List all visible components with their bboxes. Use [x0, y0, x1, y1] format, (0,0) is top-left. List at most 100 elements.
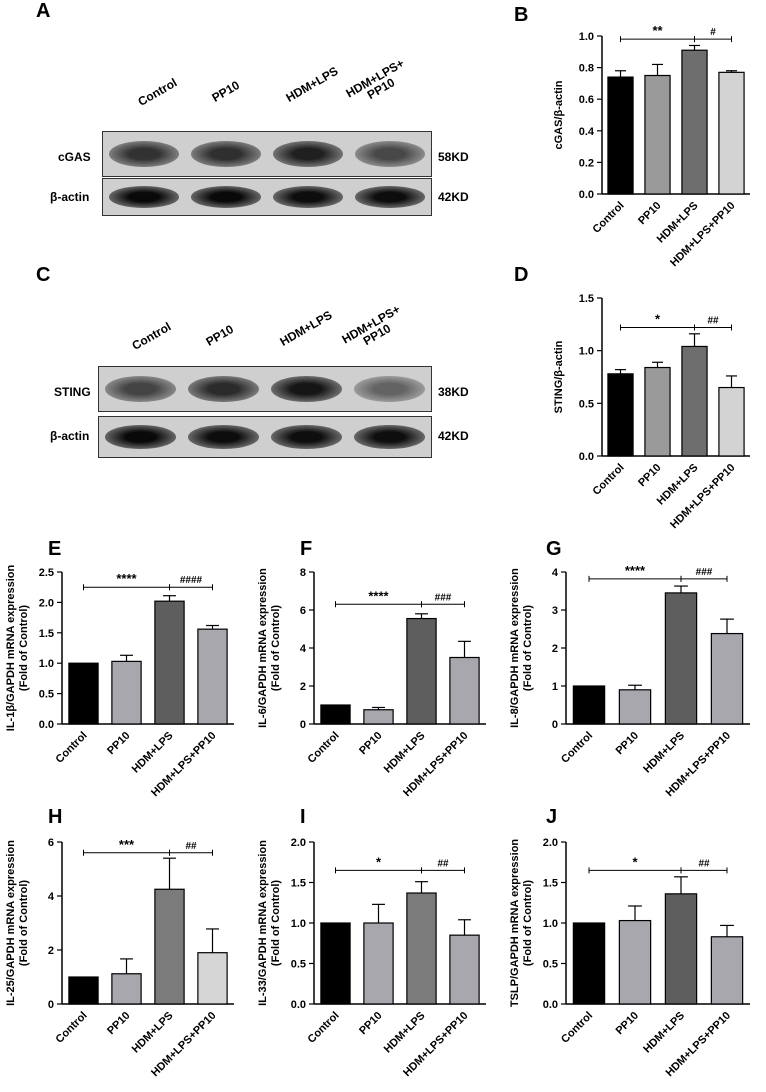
significance-label: ##	[707, 315, 719, 326]
bar	[320, 704, 351, 725]
y-tick-label: 0.0	[543, 999, 558, 1011]
y-axis-label: cGAS/β-actin	[553, 80, 565, 149]
blot-c-size-label: 38KD	[438, 385, 469, 399]
bar	[718, 386, 745, 457]
y-tick-label: 0.5	[291, 959, 306, 971]
y-tick-label: 8	[300, 567, 306, 579]
y-tick-label: 0.2	[579, 157, 594, 169]
bar	[710, 632, 744, 725]
y-axis-label: TSLP/GAPDH mRNA expression(Fold of Contr…	[509, 839, 534, 1008]
significance-label: ##	[185, 841, 197, 852]
chart-b: 0.0 0.2 0.4 0.6 0.8 1.0 cGAS/β-actin Control PP1…	[553, 23, 750, 269]
y-tick-label: 2	[48, 945, 54, 957]
blot-c-lane-label: PP10	[203, 322, 236, 349]
y-tick-label: 2	[300, 681, 306, 693]
significance-label: **	[652, 23, 663, 38]
chart-g: 0 1 2 3 4 IL-8/GAPDH mRNA expression(Fold of …	[509, 563, 750, 799]
category-label: PP10	[357, 1010, 385, 1038]
y-tick-label: 1.0	[39, 658, 54, 670]
chart-d: 0.0 0.5 1.0 1.5 STING/β-actin Control PP10HDM+…	[553, 293, 750, 531]
y-tick-label: 0.6	[579, 94, 594, 106]
y-tick-label: 1.5	[39, 628, 54, 640]
significance-label: ##	[437, 858, 449, 869]
y-axis-label: IL-33/GAPDH mRNA expression(Fold of Cont…	[257, 840, 282, 1006]
blot-a-lane-label: PP10	[209, 78, 242, 105]
bar	[320, 922, 351, 1005]
blot-a-size-label: 42KD	[438, 190, 469, 204]
category-label: PP10	[105, 1010, 133, 1038]
blot-band	[187, 375, 260, 403]
bar	[572, 685, 606, 725]
blot-band	[272, 140, 344, 168]
significance-label: *	[376, 854, 382, 869]
category-label: HDM+LPS+PP10	[668, 462, 737, 531]
bar	[664, 592, 698, 725]
bar	[449, 656, 480, 725]
y-tick-label: 0.5	[579, 398, 594, 410]
category-label: HDM+LPS+PP10	[668, 200, 737, 269]
blot-band	[108, 186, 180, 208]
blot-band	[190, 140, 262, 168]
category-label: Control	[305, 730, 341, 766]
blot-band	[108, 140, 180, 168]
bar	[664, 893, 698, 1005]
y-tick-label: 4	[552, 567, 559, 579]
western-blot-c: Control PP10 HDM+LPS HDM+LPS+ PP10 STING…	[0, 260, 500, 460]
y-tick-label: 0	[300, 719, 306, 731]
y-tick-label: 6	[48, 837, 54, 849]
category-label: PP10	[614, 1010, 642, 1038]
panel-letter-i: I	[300, 806, 306, 828]
y-tick-label: 2	[552, 643, 558, 655]
panel-letter-c: C	[36, 264, 51, 286]
category-label: HDM+LPS	[382, 1010, 428, 1056]
blot-band	[272, 186, 344, 208]
y-tick-label: 2.5	[39, 567, 54, 579]
blot-band	[190, 186, 262, 208]
category-label: Control	[53, 730, 89, 766]
bar	[607, 373, 634, 457]
category-label: Control	[590, 200, 626, 236]
significance-label: ****	[116, 571, 137, 586]
y-axis-label: IL-8/GAPDH mRNA expression(Fold of Contr…	[509, 568, 534, 728]
bar	[681, 345, 708, 457]
chart-i: 0.0 0.5 1.0 1.5 2.0 IL-33/GAPDH mRNA expressi…	[257, 837, 486, 1079]
blot-a-row-label: β-actin	[50, 190, 90, 204]
y-tick-label: 0.0	[291, 999, 306, 1011]
y-axis-label: IL-6/GAPDH mRNA expression(Fold of Contr…	[257, 568, 282, 728]
bar	[406, 617, 437, 725]
blot-band	[270, 375, 343, 403]
category-label: Control	[305, 1010, 341, 1046]
blot-c-row-label: STING	[54, 385, 91, 399]
category-label: PP10	[636, 462, 664, 490]
significance-label: #	[710, 27, 716, 38]
blot-a-lane-label: HDM+LPS+ PP10	[343, 56, 407, 103]
blot-band	[353, 425, 426, 449]
y-tick-label: 1.0	[579, 31, 594, 43]
panel-letter-j: J	[546, 806, 558, 828]
y-tick-label: 1.0	[543, 918, 558, 930]
bar	[718, 71, 745, 195]
blot-band	[354, 186, 426, 208]
y-tick-label: 4	[300, 643, 307, 655]
bar	[68, 976, 99, 1005]
blot-c-lane-label: HDM+LPS	[277, 307, 335, 349]
bar	[681, 49, 708, 195]
significance-label: ****	[625, 563, 646, 578]
chart-h: 0 2 4 6 IL-25/GAPDH mRNA expression(Fold of …	[5, 837, 234, 1079]
y-tick-label: 6	[300, 605, 306, 617]
blot-band	[270, 425, 343, 449]
y-tick-label: 1.0	[291, 918, 306, 930]
significance-label: *	[632, 854, 638, 869]
western-blot-a: Control PP10 HDM+LPS HDM+LPS+ PP10 cGAS …	[0, 0, 500, 240]
bar	[363, 922, 394, 1005]
y-tick-label: 0	[552, 719, 558, 731]
bar	[197, 952, 228, 1005]
y-axis-label: STING/β-actin	[553, 340, 565, 413]
blot-a-size-label: 58KD	[438, 150, 469, 164]
category-label: Control	[53, 1010, 89, 1046]
category-label: HDM+LPS	[641, 730, 687, 776]
panel-letter-f: F	[300, 538, 313, 560]
panel-letter-b: B	[514, 4, 529, 26]
blot-c-size-label: 42KD	[438, 429, 469, 443]
blot-band	[354, 140, 426, 168]
